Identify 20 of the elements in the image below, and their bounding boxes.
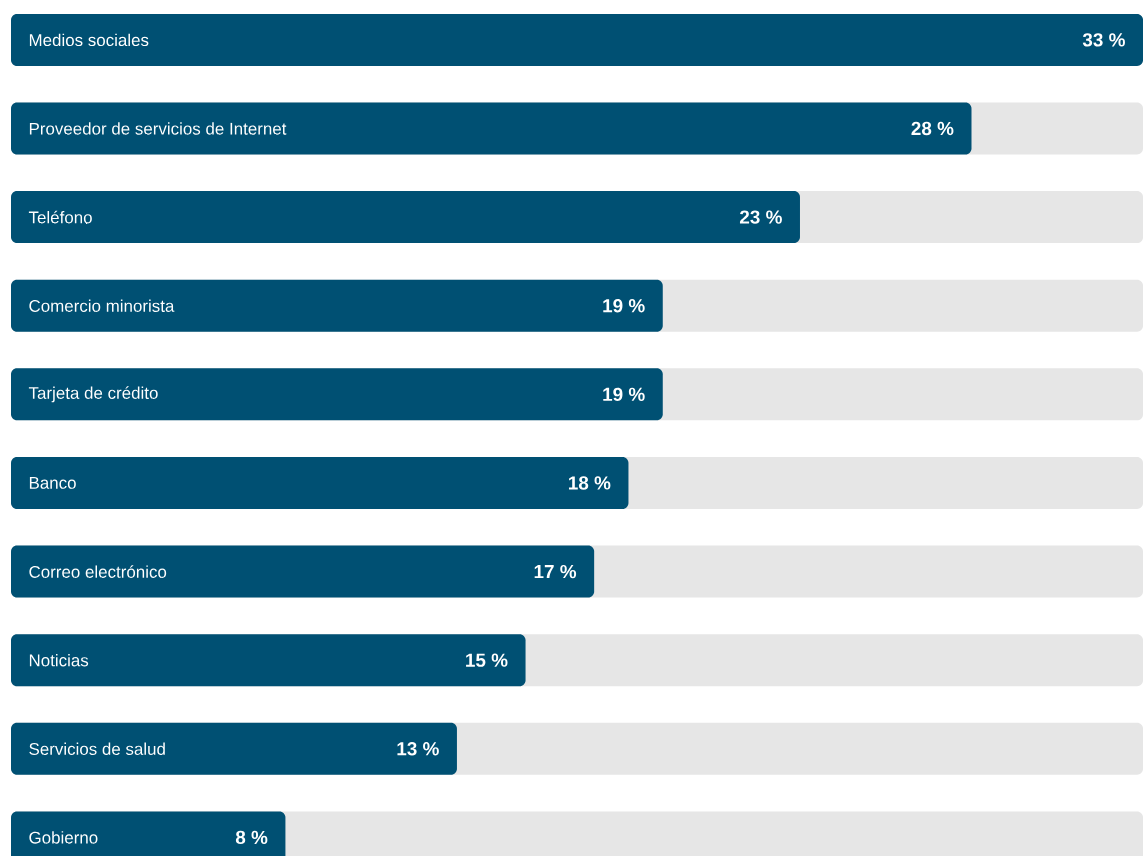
y-tick-label: Tarjeta de crédito (28, 386, 158, 403)
data-label: 28 % (911, 121, 954, 136)
y-tick-label: Correo electrónico (29, 565, 167, 578)
y-tick-label: Gobierno (29, 831, 98, 844)
data-label: 17 % (534, 564, 577, 579)
y-tick-label: Servicios de salud (29, 742, 165, 756)
data-label: 13 % (397, 742, 439, 756)
data-label: 8 % (235, 830, 268, 845)
data-label: 18 % (568, 476, 611, 490)
y-tick-label: Proveedor de servicios de Internet (29, 122, 287, 135)
y-tick-label: Noticias (29, 653, 89, 667)
data-label: 19 % (603, 387, 645, 402)
y-tick-label: Medios sociales (29, 33, 149, 47)
y-tick-label: Teléfono (28, 210, 92, 224)
data-label: 33 % (1082, 33, 1125, 47)
data-label: 15 % (466, 653, 508, 667)
data-label: 23 % (739, 210, 782, 224)
y-tick-label: Comercio minorista (29, 299, 175, 312)
data-label: 19 % (603, 299, 645, 313)
y-tick-label: Banco (29, 477, 76, 489)
